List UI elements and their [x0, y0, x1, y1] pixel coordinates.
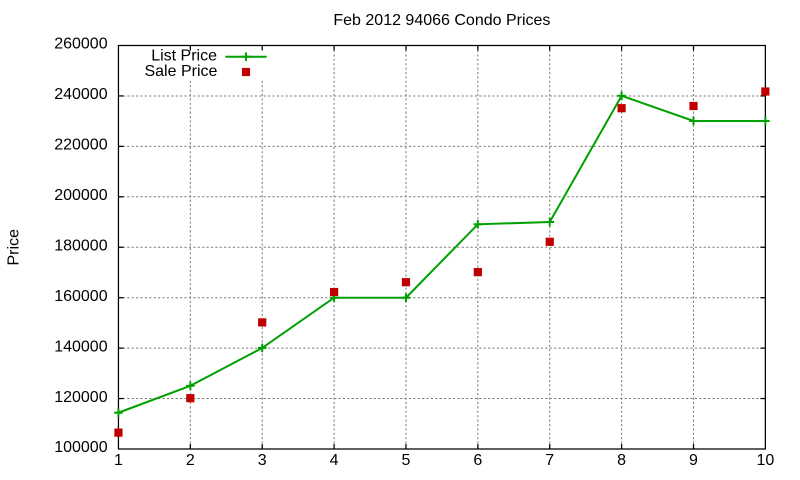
svg-text:240000: 240000: [54, 86, 107, 103]
svg-text:260000: 260000: [54, 36, 107, 53]
svg-text:200000: 200000: [54, 187, 107, 204]
svg-text:8: 8: [617, 452, 626, 469]
svg-text:3: 3: [258, 452, 267, 469]
svg-text:5: 5: [402, 452, 411, 469]
svg-text:10: 10: [756, 452, 774, 469]
svg-text:180000: 180000: [54, 237, 107, 254]
svg-text:220000: 220000: [54, 137, 107, 154]
svg-text:1: 1: [114, 452, 123, 469]
svg-text:9: 9: [689, 452, 698, 469]
svg-text:7: 7: [545, 452, 554, 469]
svg-text:List Price: List Price: [151, 48, 217, 65]
svg-text:120000: 120000: [54, 389, 107, 406]
svg-text:6: 6: [473, 452, 482, 469]
svg-text:Sale Price: Sale Price: [144, 63, 217, 80]
svg-text:4: 4: [330, 452, 339, 469]
svg-text:140000: 140000: [54, 338, 107, 355]
svg-text:Feb 2012 94066 Condo Prices: Feb 2012 94066 Condo Prices: [333, 12, 550, 29]
svg-text:100000: 100000: [54, 439, 107, 456]
svg-text:2: 2: [186, 452, 195, 469]
svg-text:160000: 160000: [54, 288, 107, 305]
svg-text:Price: Price: [6, 229, 23, 266]
